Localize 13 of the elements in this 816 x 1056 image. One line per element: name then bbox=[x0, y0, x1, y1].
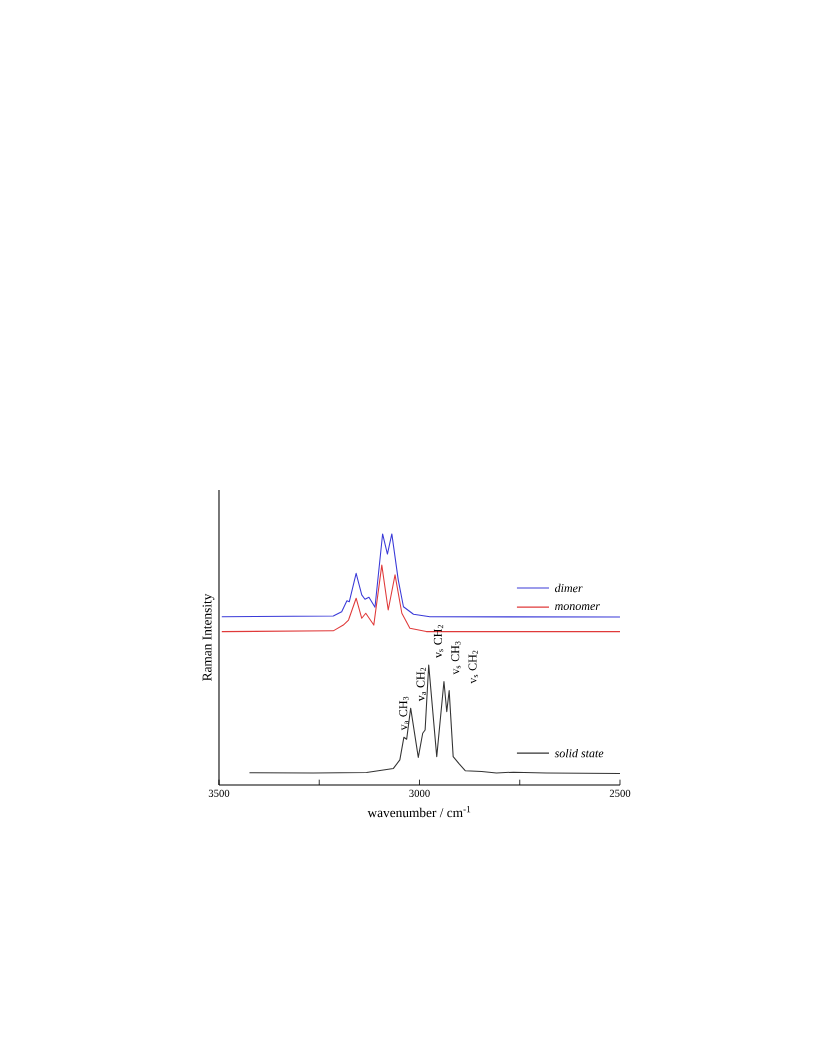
x-tick-label: 3000 bbox=[409, 789, 430, 797]
annotation: v$_{s}$ CH$_{2}$ bbox=[468, 650, 478, 684]
x-axis-title: wavenumber / cm$^{-1}$ bbox=[367, 806, 471, 818]
legend-label: dimer bbox=[554, 583, 583, 593]
legend-label: solid state bbox=[554, 748, 604, 758]
y-axis-title: Raman Intensity bbox=[202, 593, 215, 681]
legend-label: monomer bbox=[555, 604, 600, 610]
annotation: v$_{s}$ CH$_{2}$ bbox=[433, 625, 444, 659]
annotation: v$_{a}$ CH$_{2}$ bbox=[416, 667, 426, 702]
x-tick-label: 2500 bbox=[609, 789, 631, 797]
annotation: v$_{s}$ CH$_{3}$ bbox=[451, 641, 461, 675]
annotation: v$_{a}$ CH$_{3}$ bbox=[399, 696, 409, 731]
x-tick-label: 3500 bbox=[208, 789, 230, 797]
